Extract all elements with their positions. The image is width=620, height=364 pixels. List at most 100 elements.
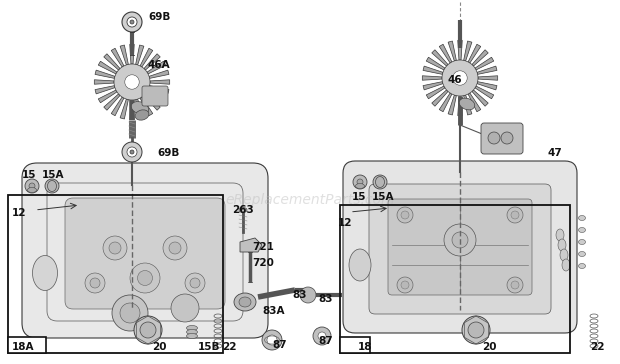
Polygon shape bbox=[475, 57, 494, 70]
Polygon shape bbox=[458, 96, 463, 116]
Ellipse shape bbox=[355, 183, 365, 189]
Text: 22: 22 bbox=[222, 342, 236, 352]
Text: 12: 12 bbox=[338, 218, 353, 228]
Text: 721: 721 bbox=[252, 242, 274, 252]
Ellipse shape bbox=[558, 239, 566, 251]
Circle shape bbox=[90, 278, 100, 288]
Circle shape bbox=[462, 316, 490, 344]
Polygon shape bbox=[104, 54, 120, 70]
Text: 12: 12 bbox=[12, 208, 27, 218]
Polygon shape bbox=[426, 86, 445, 99]
Circle shape bbox=[125, 75, 140, 89]
Text: 18A: 18A bbox=[12, 342, 35, 352]
Ellipse shape bbox=[239, 207, 247, 213]
Polygon shape bbox=[478, 76, 498, 80]
Polygon shape bbox=[149, 70, 169, 78]
Ellipse shape bbox=[376, 177, 384, 187]
Polygon shape bbox=[439, 93, 452, 112]
Circle shape bbox=[300, 287, 316, 303]
Text: 15A: 15A bbox=[42, 170, 64, 180]
Text: 20: 20 bbox=[152, 342, 167, 352]
Polygon shape bbox=[98, 61, 117, 74]
Circle shape bbox=[401, 281, 409, 289]
Circle shape bbox=[25, 179, 39, 193]
Circle shape bbox=[134, 316, 162, 344]
Circle shape bbox=[501, 132, 513, 144]
Text: 83A: 83A bbox=[262, 306, 285, 316]
Text: 18: 18 bbox=[358, 342, 373, 352]
Ellipse shape bbox=[187, 329, 198, 335]
Polygon shape bbox=[111, 48, 124, 67]
Polygon shape bbox=[147, 61, 166, 74]
Circle shape bbox=[130, 263, 160, 293]
Polygon shape bbox=[432, 90, 448, 106]
Circle shape bbox=[171, 294, 199, 322]
Text: 15: 15 bbox=[352, 192, 366, 202]
FancyBboxPatch shape bbox=[142, 86, 168, 106]
Polygon shape bbox=[130, 100, 134, 120]
Polygon shape bbox=[426, 57, 445, 70]
Polygon shape bbox=[98, 90, 117, 103]
Circle shape bbox=[313, 327, 331, 345]
Circle shape bbox=[357, 179, 363, 185]
Polygon shape bbox=[448, 95, 456, 115]
Text: 15A: 15A bbox=[372, 192, 394, 202]
Polygon shape bbox=[472, 50, 488, 66]
Text: 15: 15 bbox=[22, 170, 37, 180]
Circle shape bbox=[444, 224, 476, 256]
Ellipse shape bbox=[234, 293, 256, 311]
Polygon shape bbox=[149, 86, 169, 94]
Circle shape bbox=[138, 270, 153, 285]
Polygon shape bbox=[144, 54, 160, 70]
Polygon shape bbox=[423, 82, 443, 90]
Ellipse shape bbox=[349, 249, 371, 281]
Polygon shape bbox=[468, 93, 481, 112]
Circle shape bbox=[169, 242, 181, 254]
Polygon shape bbox=[147, 90, 166, 103]
Circle shape bbox=[488, 132, 500, 144]
Polygon shape bbox=[140, 97, 153, 116]
Circle shape bbox=[353, 175, 367, 189]
Ellipse shape bbox=[32, 256, 58, 290]
FancyBboxPatch shape bbox=[369, 184, 551, 314]
Circle shape bbox=[163, 236, 187, 260]
FancyBboxPatch shape bbox=[65, 198, 225, 309]
Text: 46: 46 bbox=[448, 75, 463, 85]
Polygon shape bbox=[130, 44, 134, 64]
Text: 83: 83 bbox=[318, 294, 332, 304]
Circle shape bbox=[122, 142, 142, 162]
Polygon shape bbox=[468, 44, 481, 63]
Circle shape bbox=[401, 211, 409, 219]
Circle shape bbox=[112, 295, 148, 331]
Circle shape bbox=[507, 207, 523, 223]
Polygon shape bbox=[422, 76, 442, 80]
Text: 69B: 69B bbox=[157, 148, 179, 158]
Polygon shape bbox=[95, 86, 115, 94]
Ellipse shape bbox=[239, 297, 251, 307]
Circle shape bbox=[29, 183, 35, 189]
Polygon shape bbox=[136, 99, 144, 119]
Circle shape bbox=[120, 303, 140, 323]
Polygon shape bbox=[95, 70, 115, 78]
FancyBboxPatch shape bbox=[22, 163, 268, 338]
Polygon shape bbox=[136, 45, 144, 65]
Circle shape bbox=[397, 277, 413, 293]
Bar bbox=[8, 337, 46, 353]
Text: 20: 20 bbox=[482, 342, 497, 352]
Polygon shape bbox=[423, 66, 443, 74]
Ellipse shape bbox=[556, 229, 564, 241]
Polygon shape bbox=[432, 50, 448, 66]
Bar bbox=[340, 337, 370, 353]
Text: 69B: 69B bbox=[148, 12, 171, 22]
Polygon shape bbox=[439, 44, 452, 63]
Circle shape bbox=[468, 322, 484, 338]
Ellipse shape bbox=[187, 325, 198, 331]
Ellipse shape bbox=[459, 98, 475, 110]
Polygon shape bbox=[150, 80, 170, 84]
Circle shape bbox=[442, 60, 478, 96]
Polygon shape bbox=[464, 41, 472, 61]
Polygon shape bbox=[104, 94, 120, 110]
Circle shape bbox=[109, 242, 121, 254]
Ellipse shape bbox=[578, 228, 585, 233]
Circle shape bbox=[190, 278, 200, 288]
